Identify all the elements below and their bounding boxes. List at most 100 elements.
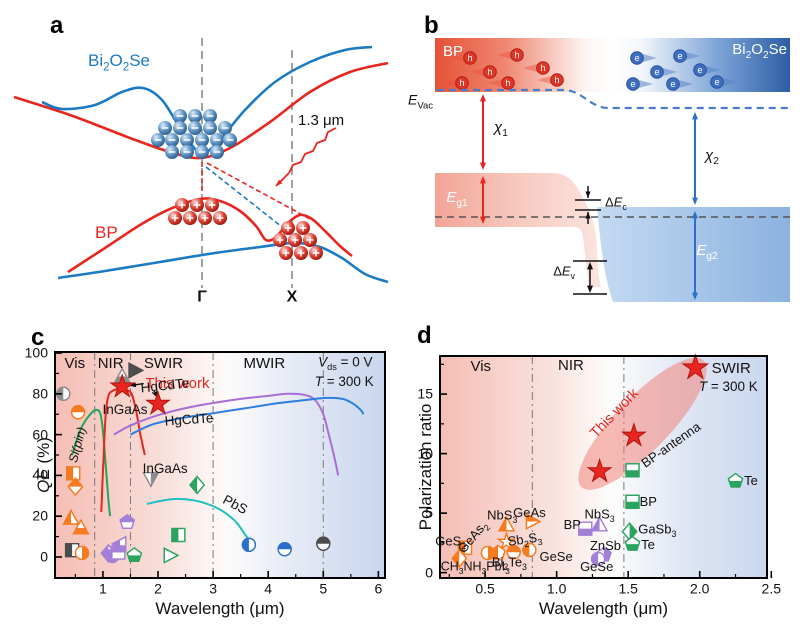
carrier-symbol: h xyxy=(514,50,519,60)
panel-b-letter: b xyxy=(424,12,439,39)
hole-icon xyxy=(510,48,524,62)
marker-pe xyxy=(490,544,506,560)
electron-icon xyxy=(626,77,640,91)
carrier-symbol: h xyxy=(459,78,464,88)
bp-band-region xyxy=(435,173,601,287)
arrowhead xyxy=(585,212,591,219)
marker-tu xyxy=(497,515,516,532)
curve-pbs xyxy=(146,497,251,543)
indirect-transition-red xyxy=(206,162,311,220)
carrier-tail xyxy=(523,64,537,72)
electron-icon xyxy=(630,51,644,65)
marker-ci xyxy=(74,545,90,561)
carrier-symbol: e xyxy=(634,53,639,63)
marker-pe xyxy=(126,547,143,563)
arrowhead xyxy=(587,285,593,293)
electron-icon xyxy=(710,75,724,89)
this-work-ellipse xyxy=(578,357,707,490)
hole-icon xyxy=(550,73,564,87)
carrier-tail xyxy=(488,79,502,87)
photon-wave xyxy=(288,127,337,174)
panel-d-polarization-chart xyxy=(439,353,773,579)
this-work-star xyxy=(586,457,613,483)
hole-icon xyxy=(483,65,497,79)
hole-icon xyxy=(501,76,515,90)
arrowhead xyxy=(692,292,698,300)
electron-icon xyxy=(693,63,707,77)
carrier-tail xyxy=(679,80,693,88)
arrowhead xyxy=(129,382,137,388)
carrier-symbol: e xyxy=(714,77,719,87)
carrier-strip xyxy=(435,38,790,92)
marker-ci xyxy=(316,536,331,551)
arrowhead xyxy=(587,262,593,270)
marker-pe xyxy=(119,513,136,529)
carrier-symbol: h xyxy=(540,63,545,73)
marker-pe xyxy=(727,472,744,488)
marker-ci xyxy=(506,545,521,560)
marker-tr xyxy=(163,547,180,564)
marker-di xyxy=(189,475,206,495)
marker-ci xyxy=(522,542,537,558)
bp-valence-band xyxy=(67,197,353,274)
panel-c-qe-chart xyxy=(54,351,386,579)
carrier-tail xyxy=(639,80,653,88)
marker-tr xyxy=(525,513,542,530)
arrowhead xyxy=(480,162,486,170)
carrier-symbol: h xyxy=(487,67,492,77)
panel-a-letter: a xyxy=(50,12,64,39)
carrier-symbol: h xyxy=(554,75,559,85)
this-work-star xyxy=(145,390,171,415)
marker-sq xyxy=(66,466,81,481)
plot-background xyxy=(55,352,385,578)
panel-d-letter: d xyxy=(417,322,432,349)
electron-icon xyxy=(666,77,680,91)
marker-sq xyxy=(457,540,473,555)
marker-di xyxy=(67,477,84,497)
arrowhead xyxy=(480,216,486,224)
this-work-star xyxy=(109,373,136,398)
marker-di xyxy=(451,548,468,568)
marker-ci xyxy=(56,386,71,401)
carrier-tail xyxy=(686,52,700,60)
arrowhead xyxy=(276,179,283,186)
marker-tu xyxy=(62,509,80,525)
arrowhead xyxy=(692,211,698,219)
carrier-symbol: h xyxy=(505,78,510,88)
marker-pe xyxy=(624,535,641,551)
arrowhead xyxy=(480,94,486,102)
carrier-symbol: e xyxy=(697,65,702,75)
hole-icon xyxy=(536,61,550,75)
panel-b-band-alignment: h hh hh h he ee ee e e xyxy=(435,38,790,302)
carrier-symbol: e xyxy=(654,67,659,77)
marker-st xyxy=(496,531,517,551)
electron-icon xyxy=(673,49,687,63)
curve-sipin xyxy=(71,408,112,517)
this-work-star xyxy=(620,422,647,447)
panel-c-letter: c xyxy=(31,324,45,351)
marker-sq xyxy=(625,494,640,509)
marker-tu xyxy=(591,515,609,532)
carrier-tail xyxy=(470,68,484,76)
carrier-tail xyxy=(706,66,720,74)
plot-frame xyxy=(54,351,386,579)
carrier-tail xyxy=(497,51,511,59)
arrowhead xyxy=(692,197,698,205)
carrier-tail xyxy=(442,79,456,87)
marker-sq xyxy=(171,527,186,543)
marker-ci xyxy=(277,542,292,557)
marker-ci xyxy=(590,551,606,567)
marker-td xyxy=(142,472,160,488)
marker-tu xyxy=(72,518,90,535)
marker-ci xyxy=(241,537,257,552)
carrier-symbol: e xyxy=(670,79,675,89)
bi2o2se-band-region xyxy=(597,207,790,302)
marker-ci xyxy=(70,405,86,420)
carrier-symbol: h xyxy=(467,53,472,63)
this-work-star xyxy=(681,353,710,380)
plot-frame xyxy=(439,355,768,579)
carrier-tail xyxy=(723,78,737,86)
panel-a-band-structure xyxy=(13,38,389,288)
carrier-tail xyxy=(450,54,464,62)
